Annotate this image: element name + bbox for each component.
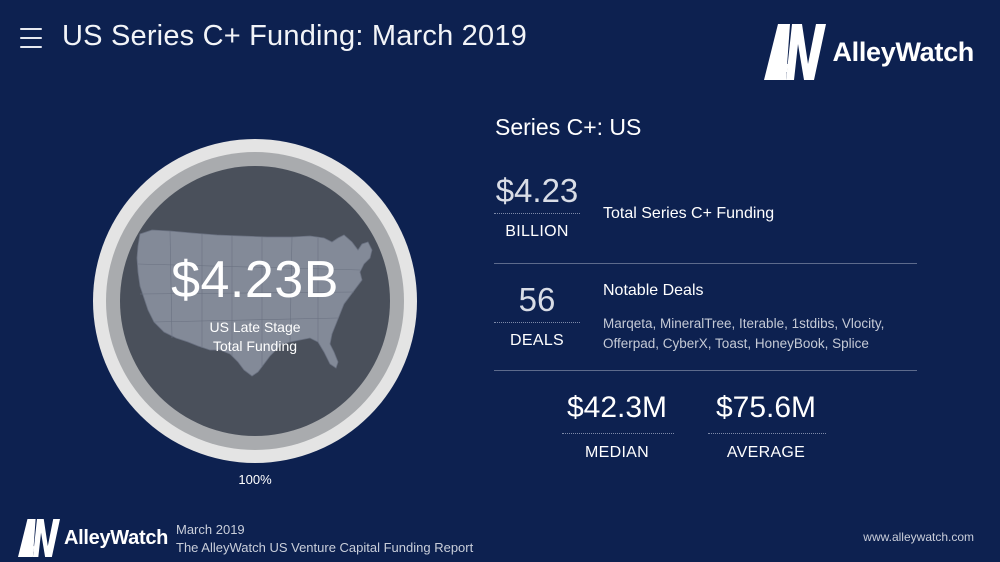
footer-report-name: The AlleyWatch US Venture Capital Fundin… <box>176 540 474 555</box>
stats-title: Series C+: US <box>495 114 642 140</box>
donut-subtitle-line1: US Late Stage <box>209 319 301 335</box>
footer-brand-name: AlleyWatch <box>64 526 169 549</box>
median-number: $42.3M <box>566 391 668 424</box>
median-underline <box>562 433 674 434</box>
footer-url-link[interactable]: www.alleywatch.com <box>863 530 974 544</box>
average-number: $75.6M <box>715 391 817 424</box>
donut-percent-label: 100% <box>238 472 272 487</box>
total-funding-underline <box>494 213 580 214</box>
footer-info: March 2019 The AlleyWatch US Venture Cap… <box>176 521 473 557</box>
divider-1 <box>494 263 917 264</box>
page-title: US Series C+ Funding: March 2019 <box>62 20 527 52</box>
alleywatch-logo-icon <box>18 519 60 557</box>
us-map-icon <box>136 229 373 377</box>
total-funding-label: Total Series C+ Funding <box>603 205 775 222</box>
donut-subtitle: US Late Stage Total Funding <box>92 318 418 356</box>
divider-2 <box>494 370 917 371</box>
brand-name: AlleyWatch <box>832 36 974 67</box>
donut-subtitle-line2: Total Funding <box>212 338 298 354</box>
donut-value: $4.23B <box>171 251 339 309</box>
notable-deals-label: Notable Deals <box>603 282 704 299</box>
brand-logo: AlleyWatch <box>764 22 974 82</box>
hamburger-menu-icon[interactable] <box>20 28 42 48</box>
funding-donut: $4.23B US Late Stage Total Funding <box>92 138 418 464</box>
deals-underline <box>494 322 580 323</box>
alleywatch-logo-icon <box>764 24 827 80</box>
median-unit: MEDIAN <box>584 444 650 461</box>
deals-number: 56 <box>518 281 556 318</box>
average-unit: AVERAGE <box>726 444 806 461</box>
footer-date: March 2019 <box>176 522 245 537</box>
footer-brand-logo: AlleyWatch <box>18 518 168 558</box>
deals-unit: DEALS <box>510 332 564 349</box>
header: US Series C+ Funding: March 2019 AlleyWa… <box>0 0 1000 80</box>
notable-deals-line2: Offerpad, CyberX, Toast, HoneyBook, Spli… <box>603 336 869 351</box>
notable-deals-list: Marqeta, MineralTree, Iterable, 1stdibs,… <box>603 314 933 354</box>
notable-deals-line1: Marqeta, MineralTree, Iterable, 1stdibs,… <box>603 316 885 331</box>
total-funding-number: $4.23 <box>495 172 579 209</box>
donut-chart <box>93 139 417 463</box>
total-funding-unit: BILLION <box>505 223 569 240</box>
average-underline <box>708 433 826 434</box>
